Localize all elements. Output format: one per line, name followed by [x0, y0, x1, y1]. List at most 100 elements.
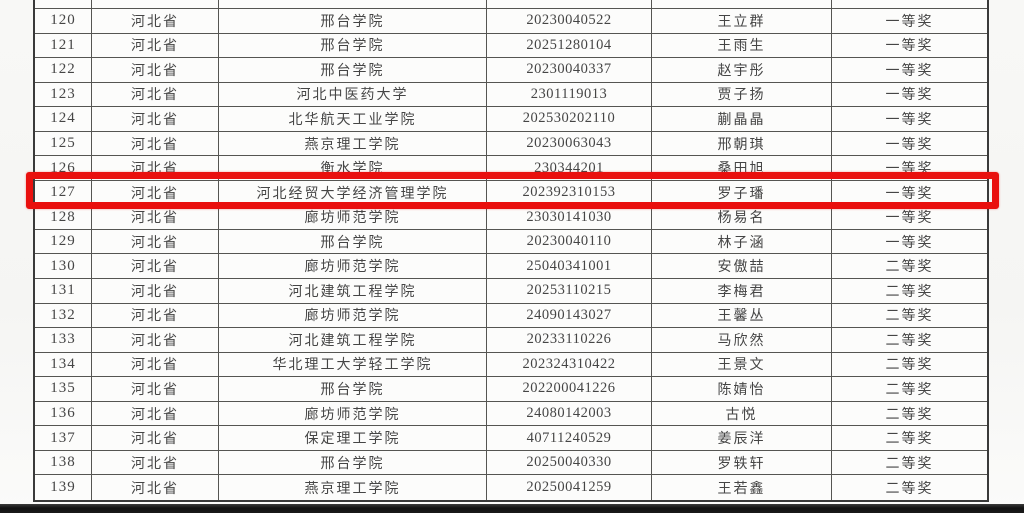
cell-school: 河北建筑工程学院	[219, 328, 487, 353]
cell-school	[219, 0, 487, 9]
table-row: 134 河北省 华北理工大学轻工学院 202324310422 王景文 二等奖	[35, 352, 987, 378]
cell-school: 廊坊师范学院	[219, 254, 487, 280]
table-row: 128 河北省 廊坊师范学院 23030141030 杨易名 一等奖	[35, 205, 987, 230]
cell-serial: 131	[35, 279, 92, 304]
cell-name: 王馨丛	[652, 303, 832, 329]
cell-serial: 129	[35, 229, 92, 255]
cell-name: 罗轶轩	[652, 450, 832, 476]
cell-province: 河北省	[92, 205, 219, 230]
cell-name	[652, 0, 832, 9]
cell-name: 王雨生	[652, 33, 832, 59]
cell-award: 二等奖	[832, 451, 987, 476]
cell-award: 一等奖	[832, 205, 987, 230]
table-row: 121 河北省 邢台学院 20251280104 王雨生 一等奖	[35, 33, 987, 59]
cell-award: 一等奖	[832, 230, 987, 255]
cell-province: 河北省	[92, 328, 219, 353]
cell-serial: 128	[35, 205, 92, 230]
table-row: 130 河北省 廊坊师范学院 25040341001 安傲喆 二等奖	[35, 254, 987, 280]
cell-serial: 126	[35, 156, 92, 181]
cell-province: 河北省	[92, 180, 219, 206]
cell-award	[832, 0, 987, 9]
cell-serial: 139	[35, 475, 92, 500]
cell-name: 安傲喆	[652, 254, 832, 280]
cell-entry-id: 202324310422	[487, 352, 652, 378]
cell-award: 一等奖	[832, 9, 987, 34]
cell-serial: 134	[35, 352, 92, 378]
bottom-shadow-bar	[0, 504, 1024, 513]
cell-serial: 125	[35, 131, 92, 157]
cell-entry-id: 20230040110	[487, 229, 652, 255]
cell-school: 华北理工大学轻工学院	[219, 352, 487, 378]
cell-serial: 130	[35, 254, 92, 280]
table-row: 135 河北省 邢台学院 202200041226 陈婧怡 二等奖	[35, 377, 987, 402]
cell-serial: 137	[35, 426, 92, 451]
table-row: 129 河北省 邢台学院 20230040110 林子涵 一等奖	[35, 229, 987, 255]
cell-province	[92, 0, 219, 9]
cell-name: 李梅君	[652, 279, 832, 304]
cell-province: 河北省	[92, 131, 219, 157]
cell-province: 河北省	[92, 254, 219, 280]
cell-name: 贾子扬	[652, 82, 832, 108]
cell-school: 邢台学院	[219, 33, 487, 59]
cell-school: 廊坊师范学院	[219, 303, 487, 329]
cell-name: 邢朝琪	[652, 131, 832, 157]
cell-entry-id: 24080142003	[487, 401, 652, 427]
table-row-partial	[35, 0, 987, 9]
cell-award: 二等奖	[832, 328, 987, 353]
cell-award: 二等奖	[832, 426, 987, 451]
table-row: 126 河北省 衡水学院 230344201 桑田旭 一等奖	[35, 156, 987, 181]
table-row: 125 河北省 燕京理工学院 20230063043 邢朝琪 一等奖	[35, 131, 987, 157]
table-row: 124 河北省 北华航天工业学院 202530202110 蒯晶晶 一等奖	[35, 107, 987, 132]
cell-award: 一等奖	[832, 107, 987, 132]
cell-province: 河北省	[92, 401, 219, 427]
cell-entry-id: 202200041226	[487, 377, 652, 402]
cell-entry-id: 23030141030	[487, 205, 652, 230]
cell-school: 保定理工学院	[219, 426, 487, 451]
cell-province: 河北省	[92, 58, 219, 83]
cell-serial: 132	[35, 303, 92, 329]
cell-serial	[35, 0, 92, 9]
cell-name: 王若鑫	[652, 475, 832, 500]
cell-entry-id: 40711240529	[487, 426, 652, 451]
cell-name: 林子涵	[652, 229, 832, 255]
cell-name: 杨易名	[652, 205, 832, 230]
cell-province: 河北省	[92, 156, 219, 181]
cell-entry-id: 20230063043	[487, 131, 652, 157]
table-row: 133 河北省 河北建筑工程学院 20233110226 马欣然 二等奖	[35, 328, 987, 353]
cell-entry-id: 20251280104	[487, 33, 652, 59]
cell-serial: 135	[35, 377, 92, 402]
cell-name: 马欣然	[652, 328, 832, 353]
cell-school: 廊坊师范学院	[219, 205, 487, 230]
cell-school: 邢台学院	[219, 58, 487, 83]
cell-province: 河北省	[92, 450, 219, 476]
cell-award: 二等奖	[832, 304, 987, 329]
cell-school: 河北经贸大学经济管理学院	[219, 180, 487, 206]
cell-serial: 122	[35, 58, 92, 83]
cell-name: 陈婧怡	[652, 377, 832, 402]
cell-province: 河北省	[92, 229, 219, 255]
cell-school: 邢台学院	[219, 377, 487, 402]
cell-province: 河北省	[92, 82, 219, 108]
cell-entry-id: 20253110215	[487, 279, 652, 304]
table-row: 131 河北省 河北建筑工程学院 20253110215 李梅君 二等奖	[35, 279, 987, 304]
cell-entry-id: 25040341001	[487, 254, 652, 280]
cell-award: 一等奖	[832, 58, 987, 83]
cell-province: 河北省	[92, 377, 219, 402]
cell-serial: 133	[35, 328, 92, 353]
cell-entry-id: 20250041259	[487, 475, 652, 500]
cell-school: 河北中医药大学	[219, 82, 487, 108]
cell-name: 王立群	[652, 9, 832, 34]
cell-entry-id: 2301119013	[487, 82, 652, 108]
cell-award: 二等奖	[885, 481, 934, 497]
cell-serial: 124	[35, 107, 92, 132]
cell-name: 古悦	[652, 401, 832, 427]
cell-serial: 121	[35, 33, 92, 59]
cell-province: 河北省	[92, 9, 219, 34]
cell-serial: 120	[35, 9, 92, 34]
cell-entry-id: 20230040337	[487, 58, 652, 83]
cell-serial: 127	[35, 180, 92, 206]
cell-school: 邢台学院	[219, 450, 487, 476]
cell-award: 二等奖	[832, 279, 987, 304]
cell-school: 邢台学院	[219, 229, 487, 255]
